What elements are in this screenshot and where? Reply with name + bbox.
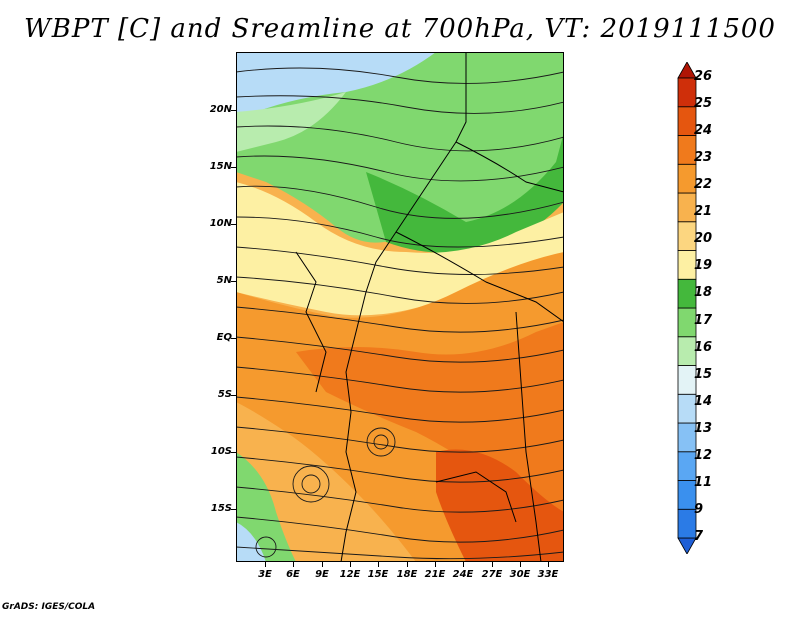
colorbar-label: 20 <box>694 231 713 247</box>
lat-label-20n: 20N <box>209 104 232 115</box>
lat-label-10s: 10S <box>210 446 232 457</box>
field-lightgreen-north <box>236 92 346 152</box>
lat-label-5s: 5S <box>217 389 232 400</box>
lat-tick <box>231 167 236 168</box>
lat-label-15n: 15N <box>209 161 232 172</box>
lon-tick <box>265 562 266 567</box>
lon-label-27e: 27E <box>481 569 503 580</box>
lat-tick <box>231 509 236 510</box>
lat-tick <box>231 395 236 396</box>
colorbar-label: 16 <box>694 339 713 355</box>
colorbar-label: 19 <box>694 258 713 274</box>
lon-label-24e: 24E <box>452 569 474 580</box>
lat-tick <box>231 110 236 111</box>
colorbar-label: 14 <box>694 393 713 409</box>
colorbar-label: 7 <box>694 529 704 544</box>
lon-label-30e: 30E <box>509 569 531 580</box>
lat-tick <box>231 224 236 225</box>
lon-tick <box>378 562 379 567</box>
field-darkgreen-east <box>366 132 564 254</box>
colorbar-label: 25 <box>694 96 713 112</box>
lon-tick <box>350 562 351 567</box>
lat-label-5n: 5N <box>216 275 232 286</box>
field-lightblue-southwest <box>236 522 266 562</box>
wbpt-streamline-map <box>236 52 564 562</box>
lon-tick <box>492 562 493 567</box>
colorbar-segment <box>677 77 697 108</box>
lon-tick <box>407 562 408 567</box>
map-frame <box>236 52 564 562</box>
lat-tick <box>231 452 236 453</box>
colorbar-label: 9 <box>694 501 704 517</box>
lon-label-15e: 15E <box>367 569 389 580</box>
streamlines <box>236 67 564 560</box>
lat-label-15s: 15S <box>210 503 232 514</box>
lon-label-12e: 12E <box>339 569 361 580</box>
colorbar-label: 17 <box>694 312 713 328</box>
lon-tick <box>463 562 464 567</box>
lon-tick <box>548 562 549 567</box>
colorbar-label: 11 <box>694 474 713 490</box>
colorbar-label: 12 <box>694 447 713 463</box>
lon-tick <box>293 562 294 567</box>
colorbar-label: 13 <box>694 420 713 436</box>
lat-label-10n: 10N <box>209 218 232 229</box>
lon-label-21e: 21E <box>424 569 446 580</box>
lon-tick <box>322 562 323 567</box>
colorbar-label: 23 <box>694 150 713 166</box>
colorbar-label: 26 <box>694 69 713 84</box>
country-borders <box>295 52 564 562</box>
colorbar-label: 22 <box>694 177 713 193</box>
colorbar <box>677 62 697 554</box>
field-lightblue-north <box>236 52 436 122</box>
colorbar-label: 15 <box>694 366 713 382</box>
lon-tick <box>520 562 521 567</box>
chart-title: WBPT [C] and Sreamline at 700hPa, VT: 20… <box>24 14 776 44</box>
colorbar-label: 18 <box>694 285 713 301</box>
lon-label-3e: 3E <box>258 569 272 580</box>
map-panel <box>236 52 564 562</box>
lon-label-6e: 6E <box>286 569 300 580</box>
colorbar-label: 24 <box>694 123 713 139</box>
grads-credit: GrADS: IGES/COLA <box>2 602 96 612</box>
colorbar-label: 21 <box>694 204 713 220</box>
lon-label-33e: 33E <box>537 569 559 580</box>
field-red-south <box>436 449 564 562</box>
lon-label-9e: 9E <box>315 569 329 580</box>
lat-tick <box>231 338 236 339</box>
lat-label-eq: EQ <box>216 332 232 343</box>
lon-tick <box>435 562 436 567</box>
lon-label-18e: 18E <box>396 569 418 580</box>
lat-tick <box>231 281 236 282</box>
